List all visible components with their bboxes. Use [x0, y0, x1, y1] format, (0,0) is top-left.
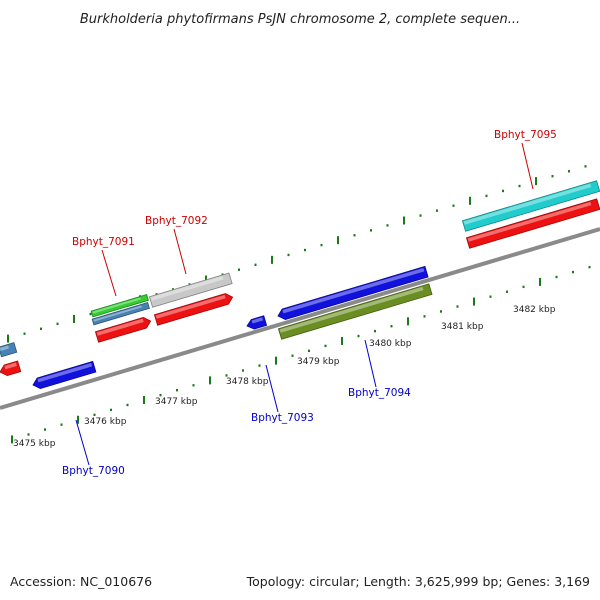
gene-feature-blue [277, 265, 429, 320]
gene-label-bphyt_7092[interactable]: Bphyt_7092 [145, 215, 208, 227]
accession-text: Accession: NC_010676 [10, 574, 152, 589]
gene-label-leader [173, 228, 187, 275]
gene-feature-red [153, 293, 234, 326]
feature-highlight [467, 201, 592, 242]
feature-highlight [251, 317, 264, 324]
feature-highlight [0, 345, 10, 351]
feature-body [0, 360, 22, 376]
feature-highlight [37, 362, 93, 383]
gene-feature-red [0, 360, 22, 376]
chromosome-backbone [0, 227, 600, 410]
tick-label: 3481 kbp [441, 322, 484, 332]
tick-label: 3477 kbp [155, 397, 198, 407]
feature-highlight [155, 294, 226, 319]
gene-label-bphyt_7090[interactable]: Bphyt_7090 [62, 465, 125, 477]
gene-label-leader [364, 339, 377, 388]
gene-feature-steel [0, 342, 18, 358]
gene-label-leader [101, 249, 117, 297]
gene-label-bphyt_7093[interactable]: Bphyt_7093 [251, 412, 314, 424]
gene-label-leader [75, 419, 90, 466]
tick-label: 3476 kbp [84, 417, 127, 427]
gene-label-bphyt_7094[interactable]: Bphyt_7094 [348, 387, 411, 399]
map-title: Burkholderia phytofirmans PsJN chromosom… [80, 12, 520, 27]
tick-label: 3479 kbp [297, 357, 340, 367]
feature-highlight [150, 275, 224, 301]
feature-highlight [93, 305, 142, 322]
tick-label: 3482 kbp [513, 305, 556, 315]
gene-label-bphyt_7095[interactable]: Bphyt_7095 [494, 129, 557, 141]
feature-highlight [96, 318, 144, 336]
gene-features [0, 180, 600, 389]
gene-label-bphyt_7091[interactable]: Bphyt_7091 [72, 236, 135, 248]
feature-highlight [92, 297, 141, 314]
gene-labels: Bphyt_7091 Bphyt_7092 Bphyt_7095 Bphyt_7090… [62, 129, 557, 477]
tick-label: 3478 kbp [226, 377, 269, 387]
feature-highlight [282, 267, 425, 314]
gene-feature-blue [246, 315, 268, 330]
gene-feature-olive [277, 283, 433, 340]
gene-feature-green [90, 294, 149, 318]
feature-body [0, 342, 18, 358]
gene-feature-steel [91, 302, 150, 326]
feature-highlight [4, 362, 17, 370]
genome-summary-text: Topology: circular; Length: 3,625,999 bp… [246, 574, 590, 589]
gene-feature-grey [148, 272, 233, 308]
gene-label-leader [265, 364, 279, 413]
feature-highlight [279, 286, 424, 333]
tick-label: 3475 kbp [13, 439, 56, 449]
tick-label: 3480 kbp [369, 339, 412, 349]
gene-feature-blue [32, 360, 97, 389]
tick-labels: 3475 kbp 3476 kbp 3477 kbp 3478 kbp 3479 kbp… [13, 305, 556, 449]
gene-label-leader [521, 142, 534, 190]
lower-tick-track [11, 265, 591, 444]
feature-highlight [463, 183, 592, 225]
gene-feature-red [94, 317, 152, 343]
